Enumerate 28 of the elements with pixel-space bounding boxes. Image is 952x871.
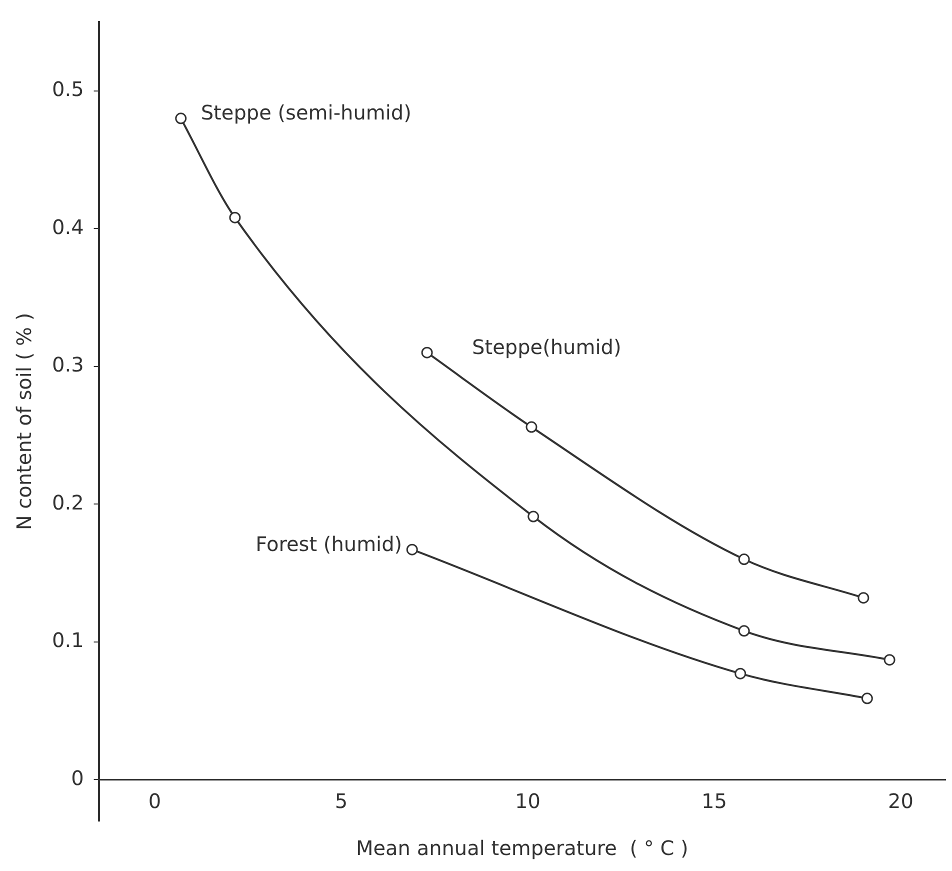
- point: [734, 668, 746, 680]
- y-axis-title: N content of soil ( % ): [12, 312, 36, 530]
- point: [738, 625, 750, 637]
- point: [738, 554, 750, 566]
- point: [858, 592, 870, 604]
- point: [406, 544, 418, 556]
- point: [884, 654, 896, 666]
- point: [528, 510, 540, 522]
- point: [229, 212, 241, 224]
- x-tick-label: 10: [515, 788, 540, 813]
- point: [421, 346, 433, 358]
- x-tick-label: 5: [334, 788, 348, 813]
- point: [526, 421, 538, 433]
- x-axis-title: Mean annual temperature ( ° C ): [356, 836, 688, 860]
- series-label: Forest (humid): [256, 532, 402, 556]
- y-tick-label: 0.5: [52, 77, 84, 102]
- y-tick-label: 0: [71, 766, 84, 790]
- x-tick-label: 20: [888, 788, 914, 813]
- series-label: Steppe (semi-humid): [200, 100, 412, 125]
- series-label: Steppe(humid): [472, 334, 622, 359]
- y-tick-label: 0.4: [52, 214, 84, 239]
- point: [861, 692, 873, 704]
- x-tick-label: 15: [702, 788, 727, 813]
- y-tick-label: 0.1: [52, 628, 84, 652]
- y-tick-label: 0.3: [52, 352, 84, 377]
- point: [175, 112, 187, 124]
- y-tick-label: 0.2: [52, 490, 84, 514]
- x-tick-label: 0: [148, 788, 162, 813]
